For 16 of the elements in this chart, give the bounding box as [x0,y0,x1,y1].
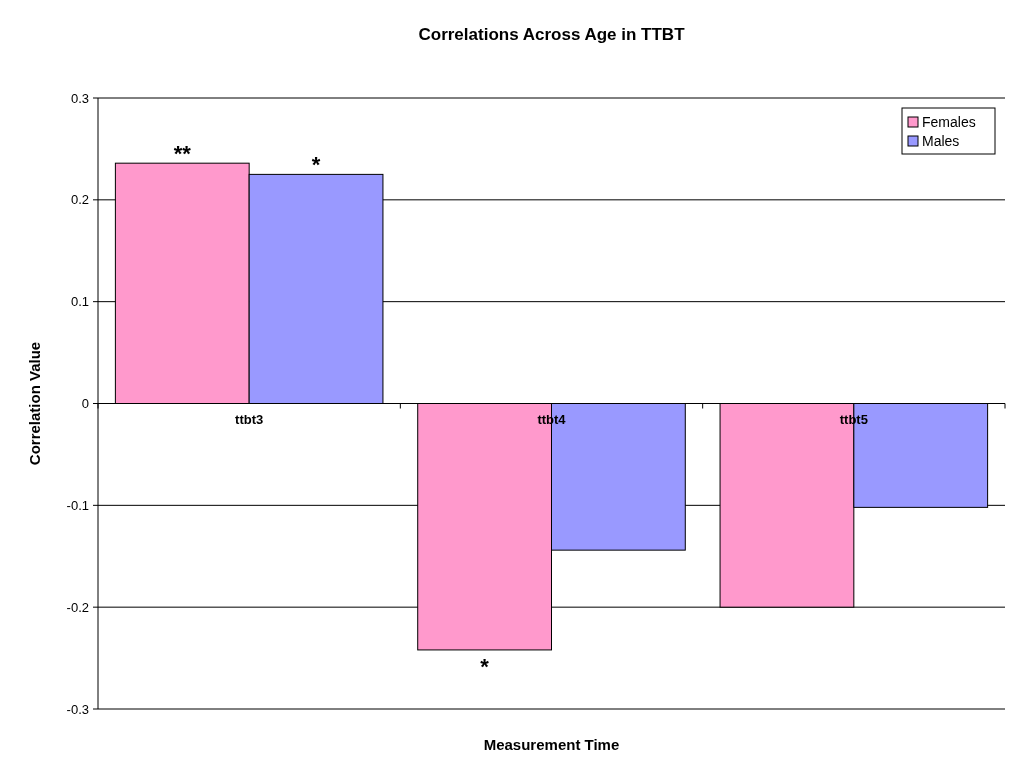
chart-title: Correlations Across Age in TTBT [418,25,686,44]
y-axis-title: Correlation Value [26,341,43,466]
y-tick-label: -0.1 [66,497,89,513]
legend-label: Females [922,113,976,130]
x-tick-label: ttbt3 [235,411,264,427]
y-tick-label: 0.2 [70,192,89,208]
annotation: ** [173,141,192,167]
x-axis-title: Measurement Time [483,736,620,753]
y-tick-label: 0 [81,396,89,412]
annotation: * [480,653,490,679]
y-tick-label: 0.1 [70,294,89,310]
legend-label: Males [922,132,960,149]
y-tick-label: -0.3 [66,701,89,717]
y-tick-label: 0.3 [70,90,89,106]
annotation: * [311,152,321,178]
y-tick-label: -0.2 [66,599,89,615]
